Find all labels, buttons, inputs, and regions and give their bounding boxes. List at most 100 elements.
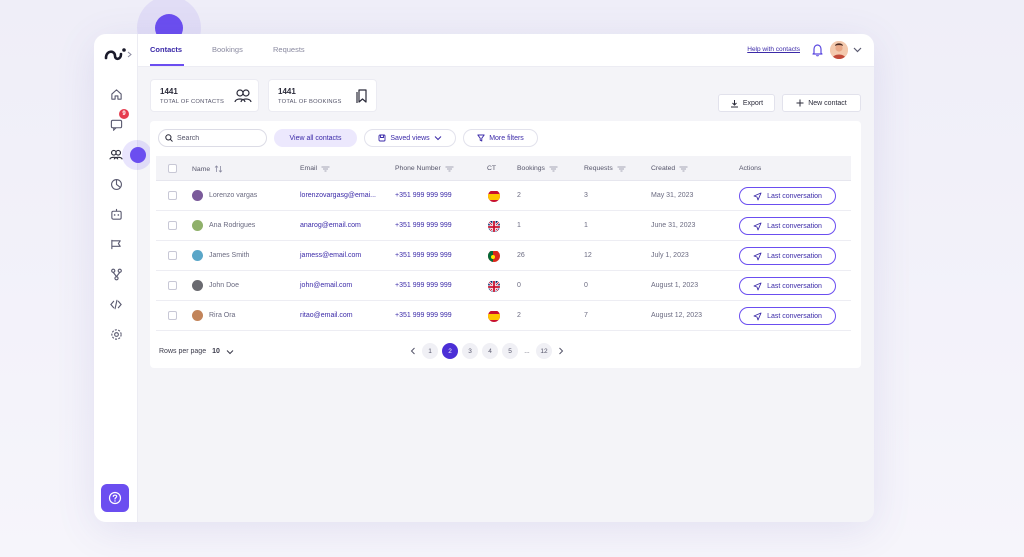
contact-bookings: 2 [517, 192, 521, 199]
page-button-current[interactable]: 2 [442, 343, 458, 359]
page-button[interactable]: 1 [422, 343, 438, 359]
brand-logo-icon[interactable] [103, 44, 133, 64]
chevron-down-icon[interactable] [853, 46, 862, 53]
uk-flag-icon [488, 280, 500, 292]
help-button[interactable] [101, 484, 129, 512]
new-contact-label: New contact [808, 99, 847, 107]
table-row[interactable]: Lorenzo vargas lorenzovargasg@emai... +3… [156, 181, 851, 211]
sidebar-item-flows[interactable] [106, 264, 126, 284]
contact-created: August 12, 2023 [651, 312, 702, 319]
page-ellipsis: ... [524, 347, 530, 355]
table-row[interactable]: Rira Ora ritao@email.com +351 999 999 99… [156, 301, 851, 331]
sidebar-item-analytics[interactable] [106, 174, 126, 194]
bell-icon[interactable] [811, 43, 824, 57]
bookings-count: 1441 [278, 87, 296, 96]
contact-avatar [192, 190, 203, 201]
row-checkbox[interactable] [168, 251, 177, 260]
user-avatar[interactable] [830, 41, 848, 59]
campaign-icon [110, 239, 121, 249]
last-conversation-button[interactable]: Last conversation [739, 307, 836, 325]
new-contact-button[interactable]: New contact [782, 94, 861, 112]
contact-bookings: 26 [517, 252, 525, 259]
saved-views-dropdown[interactable]: Saved views [364, 129, 456, 147]
more-filters-label: More filters [489, 134, 524, 142]
send-icon [753, 282, 762, 290]
rows-per-page[interactable]: Rows per page 10 [159, 348, 234, 355]
search-box[interactable] [158, 129, 267, 147]
table-row[interactable]: John Doe john@email.com +351 999 999 999… [156, 271, 851, 301]
page-button[interactable]: 12 [536, 343, 552, 359]
last-conversation-button[interactable]: Last conversation [739, 187, 836, 205]
table-row[interactable]: James Smith jamess@email.com +351 999 99… [156, 241, 851, 271]
contact-email[interactable]: ritao@email.com [300, 312, 353, 319]
saved-icon [378, 134, 386, 142]
row-checkbox[interactable] [168, 221, 177, 230]
contacts-count: 1441 [160, 87, 178, 96]
sidebar-item-campaigns[interactable] [106, 234, 126, 254]
active-tab-indicator [150, 64, 184, 66]
tab-bookings[interactable]: Bookings [212, 45, 243, 54]
contact-phone[interactable]: +351 999 999 999 [395, 192, 452, 199]
page-button[interactable]: 5 [502, 343, 518, 359]
row-checkbox[interactable] [168, 191, 177, 200]
select-all-checkbox[interactable] [168, 164, 177, 173]
last-conversation-button[interactable]: Last conversation [739, 217, 836, 235]
chat-icon [110, 119, 122, 131]
contact-name[interactable]: Ana Rodrigues [209, 222, 256, 229]
column-created[interactable]: Created [651, 165, 688, 172]
view-all-contacts-button[interactable]: View all contacts [274, 129, 357, 147]
contact-name[interactable]: Lorenzo vargas [209, 192, 258, 199]
sidebar-item-bot[interactable] [106, 204, 126, 224]
table-row[interactable]: Ana Rodrigues anarog@email.com +351 999 … [156, 211, 851, 241]
sidebar-item-inbox[interactable]: 9 [106, 109, 129, 134]
sidebar-item-developer[interactable] [106, 294, 126, 314]
contact-email[interactable]: anarog@email.com [300, 222, 361, 229]
more-filters-button[interactable]: More filters [463, 129, 538, 147]
tab-contacts[interactable]: Contacts [150, 45, 183, 54]
chevron-down-icon [226, 349, 234, 354]
contact-phone[interactable]: +351 999 999 999 [395, 252, 452, 259]
contact-created: July 1, 2023 [651, 252, 689, 259]
tab-requests[interactable]: Requests [273, 45, 305, 54]
column-name[interactable]: Name [192, 165, 223, 173]
page-button[interactable]: 4 [482, 343, 498, 359]
contact-phone[interactable]: +351 999 999 999 [395, 222, 452, 229]
chevron-left-icon[interactable] [408, 346, 418, 356]
last-conversation-button[interactable]: Last conversation [739, 247, 836, 265]
search-input[interactable] [177, 134, 257, 142]
contact-name[interactable]: James Smith [209, 252, 250, 259]
contact-email[interactable]: jamess@email.com [300, 252, 362, 259]
contact-name[interactable]: John Doe [209, 282, 239, 289]
sidebar-item-settings[interactable] [106, 324, 126, 344]
contact-phone[interactable]: +351 999 999 999 [395, 282, 452, 289]
column-email[interactable]: Email [300, 165, 330, 172]
filter-lines-icon [445, 166, 454, 171]
search-icon [165, 134, 173, 142]
contact-email[interactable]: lorenzovargasg@emai... [300, 192, 376, 199]
contact-phone[interactable]: +351 999 999 999 [395, 312, 452, 319]
contacts-icon [109, 149, 123, 160]
row-checkbox[interactable] [168, 311, 177, 320]
export-button[interactable]: Export [718, 94, 775, 112]
column-country[interactable]: CT [487, 165, 497, 172]
sidebar-item-contacts[interactable] [106, 144, 126, 164]
last-conversation-button[interactable]: Last conversation [739, 277, 836, 295]
help-with-contacts-link[interactable]: Help with contacts [747, 46, 800, 53]
page-button[interactable]: 3 [462, 343, 478, 359]
column-requests[interactable]: Requests [584, 165, 626, 172]
flow-icon [110, 268, 122, 280]
sidebar-item-home[interactable] [106, 84, 126, 104]
contact-email[interactable]: john@email.com [300, 282, 353, 289]
filter-lines-icon [549, 166, 558, 171]
column-phone[interactable]: Phone Number [395, 165, 454, 172]
rows-per-page-value: 10 [212, 348, 220, 355]
portugal-flag-icon [488, 250, 500, 262]
bookmark-icon [356, 89, 367, 103]
row-checkbox[interactable] [168, 281, 177, 290]
highlight-circle-sidebar-inner [130, 147, 146, 163]
contact-name[interactable]: Rira Ora [209, 312, 236, 319]
contact-requests: 3 [584, 192, 588, 199]
chevron-down-icon [434, 136, 441, 141]
chevron-right-icon[interactable] [556, 346, 566, 356]
column-bookings[interactable]: Bookings [517, 165, 558, 172]
